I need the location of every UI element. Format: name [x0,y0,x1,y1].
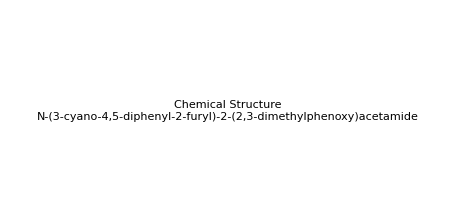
Text: Chemical Structure
N-(3-cyano-4,5-diphenyl-2-furyl)-2-(2,3-dimethylphenoxy)aceta: Chemical Structure N-(3-cyano-4,5-diphen… [37,100,418,122]
